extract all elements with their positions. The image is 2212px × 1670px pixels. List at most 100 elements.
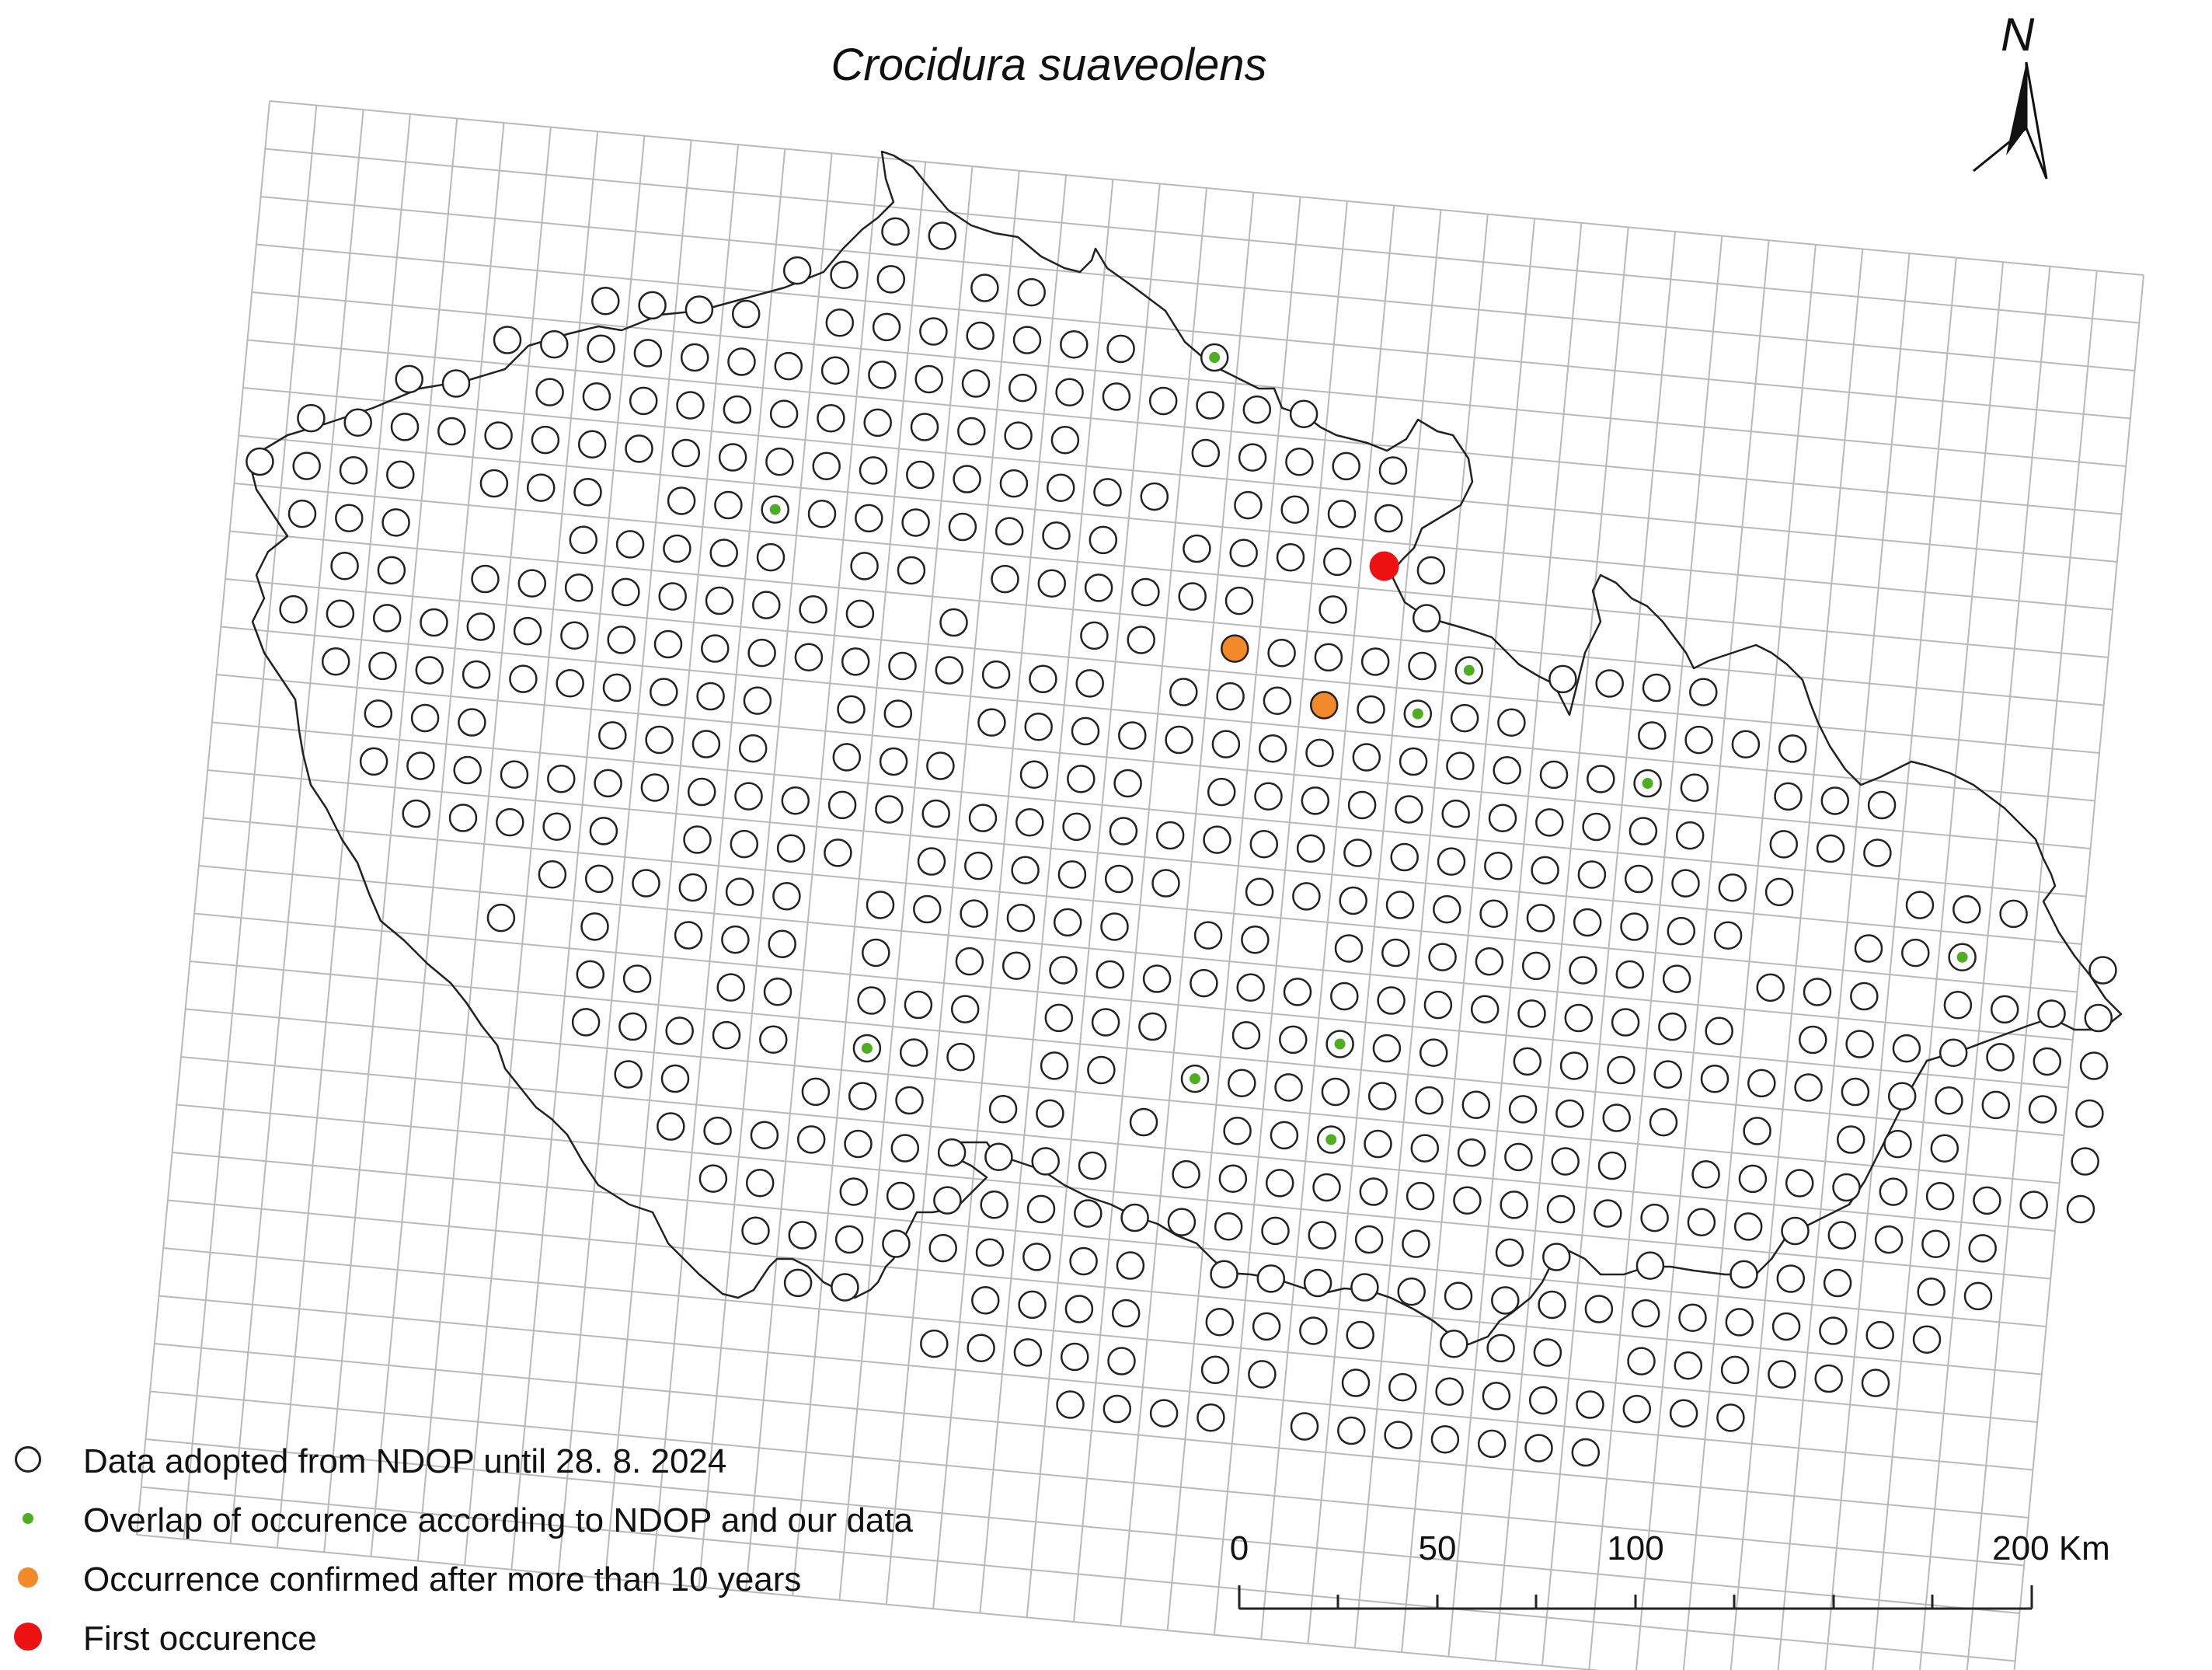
- ndop-record-marker: [1183, 534, 1211, 563]
- ndop-record-marker: [752, 591, 781, 619]
- ndop-record-marker: [573, 478, 602, 507]
- ndop-record-marker: [1981, 1090, 2011, 1120]
- ndop-record-marker: [1513, 1047, 1542, 1076]
- ndop-record-marker: [888, 651, 917, 681]
- grid-line: [190, 961, 2064, 1136]
- ndop-record-marker: [1191, 438, 1221, 468]
- ndop-record-marker: [1372, 1034, 1402, 1063]
- ndop-record-marker: [1399, 747, 1428, 776]
- ndop-record-marker: [855, 504, 883, 533]
- ndop-record-marker: [841, 647, 870, 676]
- ndop-record-marker: [839, 1177, 869, 1206]
- ndop-record-marker: [410, 703, 440, 733]
- ndop-record-marker: [1747, 1069, 1776, 1098]
- ndop-record-marker: [1384, 1421, 1413, 1449]
- grid-line: [163, 1247, 2038, 1423]
- ndop-record-marker: [1228, 1069, 1256, 1097]
- ndop-record-marker: [287, 499, 317, 528]
- ndop-record-marker: [801, 1077, 831, 1107]
- ndop-record-marker: [1816, 834, 1845, 863]
- ndop-record-marker: [1526, 904, 1555, 933]
- ndop-record-marker: [1062, 812, 1091, 842]
- ndop-record-marker: [1060, 330, 1089, 359]
- ndop-record-marker: [577, 430, 607, 458]
- ndop-record-marker: [698, 1164, 728, 1193]
- ndop-record-marker: [2079, 1051, 2109, 1080]
- ndop-record-marker: [1024, 713, 1053, 741]
- ndop-record-marker: [1053, 908, 1082, 937]
- ndop-record-marker: [1963, 1281, 1993, 1311]
- ndop-record-marker: [1674, 1351, 1703, 1380]
- ndop-record-marker: [1611, 1008, 1640, 1037]
- ndop-record-marker: [1446, 751, 1475, 780]
- ndop-record-marker: [1819, 1316, 1848, 1345]
- ndop-record-marker: [1321, 1077, 1350, 1107]
- ndop-record-marker: [957, 417, 986, 446]
- ndop-record-marker: [1224, 586, 1254, 615]
- ndop-record-marker: [687, 777, 716, 807]
- ndop-record-marker: [926, 751, 955, 780]
- ndop-record-marker: [741, 1216, 770, 1245]
- ndop-record-marker: [1084, 574, 1113, 602]
- ndop-record-marker: [1684, 725, 1713, 755]
- ndop-record-marker: [602, 673, 632, 703]
- ndop-record-marker: [799, 595, 827, 624]
- occurrence-grid-markers: [246, 217, 2117, 1467]
- ndop-record-marker: [1521, 951, 1551, 981]
- map-grid: [136, 100, 2144, 1670]
- grid-line: [234, 483, 2109, 658]
- ndop-record-marker: [1653, 1060, 1682, 1089]
- ndop-record-marker: [1205, 1308, 1235, 1337]
- ndop-record-marker: [850, 552, 879, 580]
- open-circle-icon: [15, 1446, 41, 1473]
- grid-line: [176, 1103, 2051, 1280]
- ndop-record-marker: [1249, 830, 1279, 859]
- ndop-record-marker: [1999, 899, 2028, 929]
- ndop-record-marker: [1402, 1229, 1430, 1258]
- ndop-record-marker: [1190, 968, 1218, 998]
- ndop-record-marker: [1713, 921, 1743, 950]
- ndop-record-marker: [1060, 1342, 1089, 1372]
- grid-line: [194, 912, 2069, 1089]
- ndop-record-marker: [1102, 382, 1131, 411]
- ndop-record-marker: [1377, 986, 1406, 1015]
- ndop-record-marker: [701, 634, 730, 663]
- ndop-record-marker: [921, 799, 950, 828]
- ndop-record-marker: [1004, 421, 1033, 450]
- ndop-record-marker: [1301, 786, 1330, 815]
- ndop-record-marker: [1433, 894, 1461, 924]
- grid-line: [256, 243, 2130, 420]
- ndop-record-marker: [1234, 490, 1263, 520]
- ndop-record-marker: [1771, 1312, 1801, 1341]
- ndop-record-marker: [564, 574, 594, 602]
- ndop-record-marker: [2071, 1147, 2099, 1176]
- ndop-record-marker: [1640, 1203, 1669, 1232]
- ndop-record-marker: [359, 747, 388, 776]
- ndop-record-marker: [1597, 1151, 1627, 1180]
- ndop-record-marker: [812, 451, 841, 480]
- ndop-record-marker: [638, 291, 667, 320]
- ndop-record-marker: [1238, 443, 1267, 472]
- ndop-record-marker: [1120, 1203, 1149, 1232]
- ndop-record-marker: [1091, 1008, 1120, 1037]
- ndop-record-marker: [899, 1038, 928, 1067]
- ndop-record-marker: [1258, 734, 1287, 763]
- ndop-record-marker: [1104, 864, 1134, 894]
- grid-line: [221, 626, 2095, 802]
- ndop-record-marker: [1064, 1295, 1094, 1323]
- ndop-record-marker: [1149, 1399, 1179, 1428]
- ndop-record-marker: [991, 564, 1019, 594]
- ndop-record-marker: [1622, 1394, 1652, 1424]
- grid-line: [211, 721, 2086, 898]
- ndop-record-marker: [540, 329, 569, 359]
- ndop-record-marker: [1667, 916, 1696, 946]
- ndop-record-marker: [1450, 703, 1479, 733]
- ndop-record-marker: [1218, 1164, 1248, 1193]
- ndop-record-marker: [1314, 643, 1343, 672]
- ndop-record-marker: [1263, 686, 1292, 715]
- grid-line: [260, 196, 2135, 371]
- ndop-record-marker: [1850, 981, 1879, 1011]
- ndop-record-marker: [817, 404, 845, 433]
- grid-line: [239, 434, 2113, 611]
